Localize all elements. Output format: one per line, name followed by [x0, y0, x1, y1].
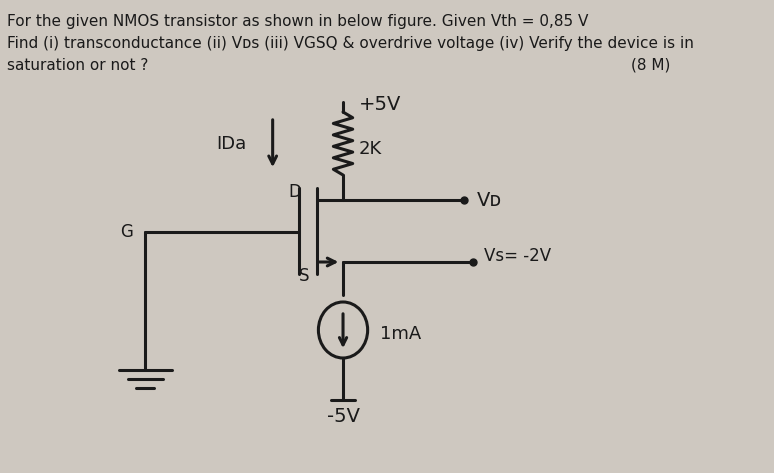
Text: (8 M): (8 M): [631, 58, 670, 73]
Text: G: G: [120, 223, 133, 241]
Text: saturation or not ?: saturation or not ?: [7, 58, 149, 73]
Text: 2K: 2K: [359, 140, 382, 158]
Text: For the given NMOS transistor as shown in below figure. Given Vth = 0,85 V: For the given NMOS transistor as shown i…: [7, 14, 588, 29]
Text: 1mA: 1mA: [380, 325, 421, 343]
Text: Find (i) transconductance (ii) Vᴅs (iii) VGSQ & overdrive voltage (iv) Verify th: Find (i) transconductance (ii) Vᴅs (iii)…: [7, 36, 694, 51]
Text: +5V: +5V: [359, 95, 401, 114]
Text: S: S: [299, 267, 310, 285]
Text: -5V: -5V: [327, 406, 360, 426]
Text: Vᴅ: Vᴅ: [477, 191, 502, 210]
Text: D: D: [288, 183, 301, 201]
Text: Vs= -2V: Vs= -2V: [484, 247, 551, 265]
Text: IDa: IDa: [216, 134, 246, 152]
